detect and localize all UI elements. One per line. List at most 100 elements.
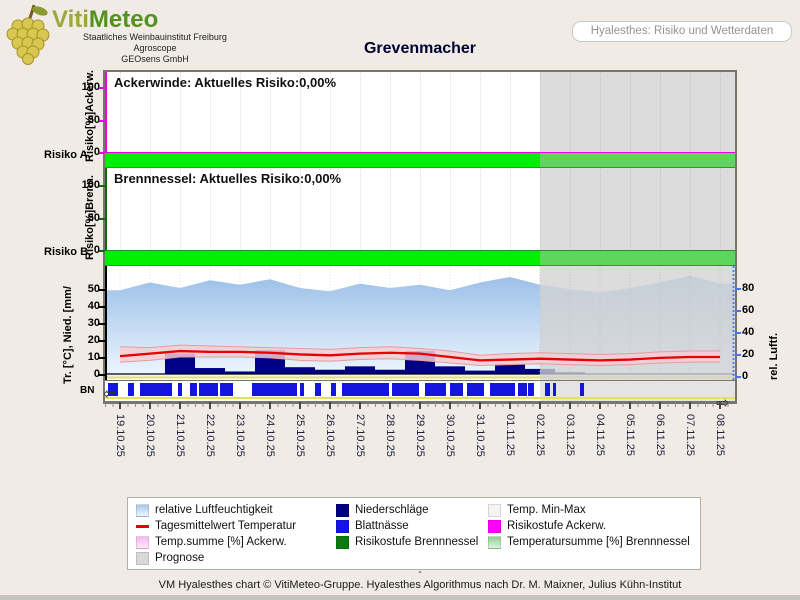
footer-dash: - (418, 566, 422, 578)
gridline (150, 72, 151, 152)
corner-label-risiko-b: Risiko B. (44, 246, 92, 258)
leaf-wetness-bar (315, 383, 321, 396)
x-axis-date-label: 06.11.25 (654, 414, 666, 457)
logo-subtitle-line3: GEOsens GmbH (121, 54, 189, 64)
gridline (360, 72, 361, 152)
tick-mark (99, 323, 105, 325)
scroll-left-arrow[interactable]: ⇦ (103, 386, 117, 403)
gridline (510, 168, 511, 250)
risk-level-observed-ackerwinde (105, 153, 540, 167)
tick-label: 60 (742, 304, 755, 316)
risk-level-forecast-brennnessel (540, 251, 735, 265)
x-axis-major-tick (629, 402, 631, 409)
legend-label: relative Luftfeuchtigkeit (155, 504, 273, 516)
x-axis-date-label: 23.10.25 (234, 414, 246, 457)
gridline (540, 168, 541, 250)
x-axis-major-tick (569, 402, 571, 409)
risk-level-bar-ackerwinde (105, 152, 735, 168)
leaf-wetness-bar (220, 383, 233, 396)
leaf-wetness-bar (580, 383, 584, 396)
leaf-wetness-forecast-region (540, 381, 735, 401)
gridline (420, 72, 421, 152)
legend-label: Temp. Min-Max (507, 504, 586, 516)
gridline (270, 72, 271, 152)
gridline (330, 168, 331, 250)
x-axis-major-tick (539, 402, 541, 409)
tick-label: 100 (81, 81, 100, 93)
tick-label: 80 (742, 282, 755, 294)
leaf-wetness-bar (190, 383, 197, 396)
gridline (480, 168, 481, 250)
tempsum_brennnessel-swatch (488, 535, 501, 549)
x-axis-date-label: 04.11.25 (594, 414, 606, 457)
tick-label: 0 (93, 244, 100, 256)
leaf-wetness-strip (105, 380, 735, 402)
legend-item: Risikostufe Ackerw. (488, 518, 688, 534)
scroll-right-arrow[interactable]: ⇨ (716, 395, 730, 412)
gridline (660, 72, 661, 152)
x-axis-date-label: 25.10.25 (294, 414, 306, 457)
gridline (570, 168, 571, 250)
risiko_ackerw-swatch (488, 519, 501, 533)
x-axis-major-tick (659, 402, 661, 409)
tick-mark (99, 250, 105, 252)
leaf-wetness-bar (252, 383, 297, 396)
x-axis-major-tick (689, 402, 691, 409)
leaf-wetness-baseline (105, 397, 735, 399)
tick-mark (735, 376, 741, 378)
tick-mark (99, 217, 105, 220)
tick-mark (99, 185, 105, 187)
logo-title: VitiMeteo (52, 6, 158, 34)
x-axis-date-label: 21.10.25 (174, 414, 186, 457)
tick-label: 100 (81, 179, 100, 191)
legend-label: Prognose (155, 552, 205, 564)
x-axis-date-label: 27.10.25 (354, 414, 366, 457)
leaf-wetness-bar (392, 383, 419, 396)
x-axis-date-label: 02.11.25 (534, 414, 546, 457)
gridline (120, 168, 121, 250)
leaf-wetness-bar (331, 383, 336, 396)
weather-y-axis-label: Tr. [°C], Nied. [mm/ (62, 286, 74, 384)
tick-mark (99, 289, 105, 291)
gridline (450, 72, 451, 152)
risiko_brennnessel-swatch (336, 535, 349, 549)
tick-mark (99, 340, 105, 342)
tick-label: 0 (93, 368, 100, 380)
x-axis-major-tick (719, 402, 721, 409)
x-axis-date-label: 07.11.25 (684, 414, 696, 457)
leaf-wetness-bar (199, 383, 218, 396)
temp_line-swatch (136, 524, 149, 528)
legend-label: Temp.summe [%] Ackerw. (155, 536, 287, 548)
legend-column-3: Temp. Min-Max Risikostufe Ackerw. Temperat… (488, 502, 690, 566)
leaf-wetness-bar (108, 383, 118, 396)
gridline (180, 168, 181, 250)
x-axis-major-tick (449, 402, 451, 409)
x-axis-major-tick (419, 402, 421, 409)
leaf-wetness-bar (553, 383, 556, 396)
gridline (240, 72, 241, 152)
x-axis-date-label: 01.11.25 (504, 414, 516, 457)
leaf-wetness-bar (467, 383, 484, 396)
logo-title-viti: Viti (52, 6, 89, 33)
x-axis-date-label: 29.10.25 (414, 414, 426, 457)
logo-subtitle-line1: Staatliches Weinbauinstitut Freiburg (83, 32, 227, 42)
grape-logo-icon (6, 4, 50, 65)
tick-label: 40 (87, 300, 100, 312)
legend-label: Risikostufe Brennnessel (355, 536, 479, 548)
tick-label: 20 (742, 348, 755, 360)
x-axis-major-tick (239, 402, 241, 409)
legend-item: Risikostufe Brennnessel (336, 534, 488, 550)
x-axis-date-label: 26.10.25 (324, 414, 336, 457)
tick-mark (99, 357, 105, 359)
legend-item: relative Luftfeuchtigkeit (136, 502, 336, 518)
tick-mark (99, 306, 105, 308)
x-axis-date-label: 24.10.25 (264, 414, 276, 457)
legend-column-2: Niederschläge Blattnässe Risikostufe Brenn… (336, 502, 488, 566)
gridline (510, 72, 511, 152)
tick-label: 0 (742, 370, 749, 382)
gridline (720, 72, 721, 152)
leaf-wetness-bar (178, 383, 182, 396)
x-axis-major-tick (209, 402, 211, 409)
legend: relative Luftfeuchtigkeit Tagesmittelwert… (127, 497, 701, 570)
